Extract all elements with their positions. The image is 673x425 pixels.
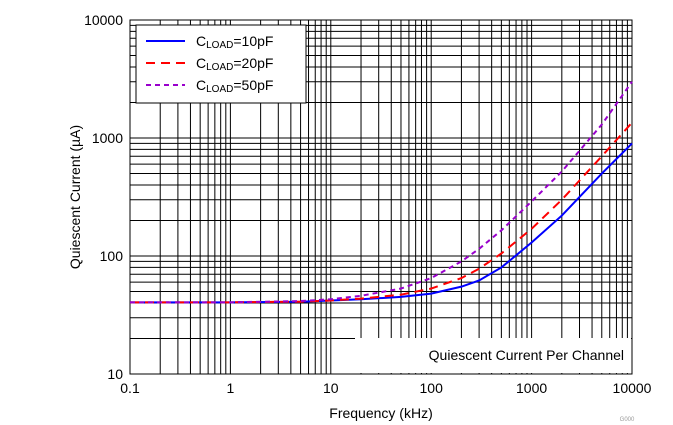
- y-axis-title: Quiescent Current (µA): [67, 125, 83, 269]
- y-axis-ticks: 10 100 1000 10000: [84, 12, 123, 382]
- series-line-3: [130, 81, 633, 304]
- annotation-group: Quiescent Current Per Channel: [355, 338, 631, 373]
- legend: CLOAD=10pF CLOAD=20pF CLOAD=50pF: [135, 24, 307, 104]
- annotation-text: Quiescent Current Per Channel: [429, 347, 624, 363]
- y-tick-label: 1000: [92, 130, 123, 146]
- x-tick-label: 10: [323, 380, 339, 396]
- x-tick-label: 10000: [613, 380, 652, 396]
- x-tick-label: 1: [227, 380, 235, 396]
- x-tick-label: 1000: [516, 380, 547, 396]
- x-tick-label: 0.1: [120, 380, 140, 396]
- y-tick-label: 100: [100, 248, 124, 264]
- x-tick-label: 100: [420, 380, 444, 396]
- legend-label-3: CLOAD=50pF: [196, 77, 273, 95]
- annotation-box: [355, 338, 631, 373]
- figure-code: G000: [620, 417, 635, 423]
- y-tick-label: 10000: [84, 12, 123, 28]
- legend-label-1: CLOAD=10pF: [196, 33, 273, 51]
- legend-label-2: CLOAD=20pF: [196, 55, 273, 73]
- x-axis-ticks: 0.1 1 10 100 1000 10000: [120, 380, 651, 396]
- plot-frame: [129, 19, 633, 375]
- x-axis-title: Frequency (kHz): [329, 405, 432, 421]
- series-line-2: [130, 121, 633, 304]
- series-line-1: [130, 142, 633, 304]
- y-tick-label: 10: [107, 366, 123, 382]
- series-group: [130, 81, 633, 304]
